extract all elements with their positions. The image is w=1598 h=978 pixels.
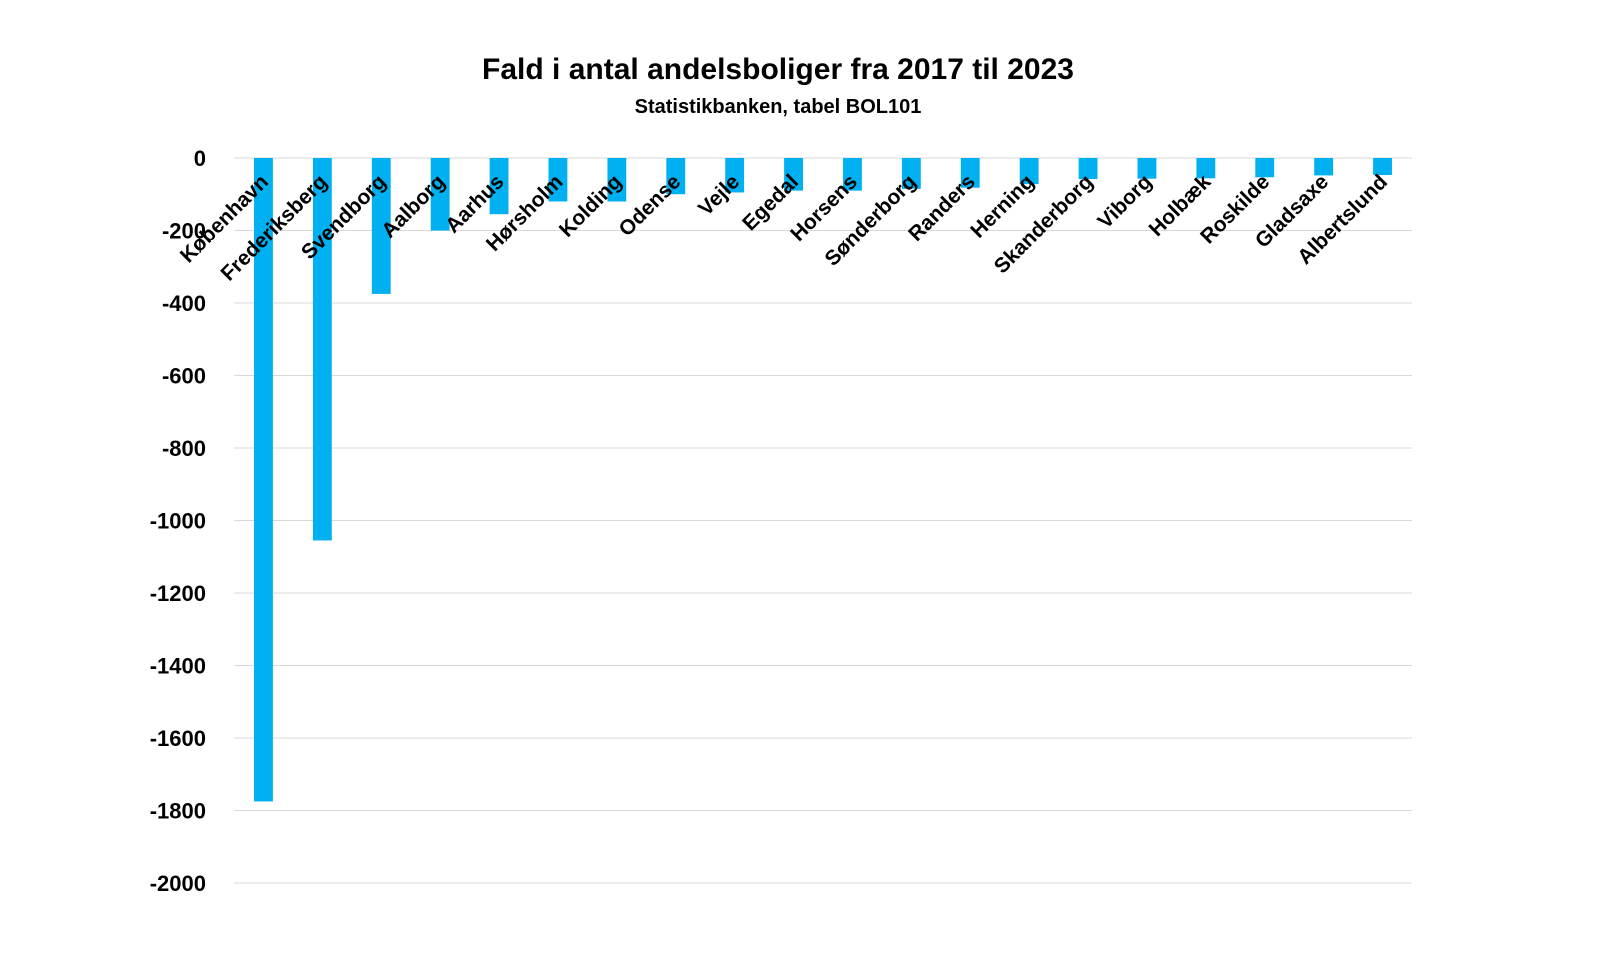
bar xyxy=(784,158,803,191)
y-tick-label: -600 xyxy=(162,364,206,389)
x-axis-labels: KøbenhavnFrederiksbergSvendborgAalborgAa… xyxy=(176,170,1392,286)
bar xyxy=(1255,158,1275,178)
y-tick-label: -1400 xyxy=(150,654,206,679)
bar xyxy=(1078,158,1098,180)
y-tick-label: -1200 xyxy=(150,581,206,606)
bar xyxy=(312,158,332,541)
bar xyxy=(1137,158,1157,179)
gridlines xyxy=(234,157,1412,884)
bar xyxy=(254,158,273,802)
y-tick-label: -1000 xyxy=(150,509,206,534)
y-tick-label: -1600 xyxy=(150,726,206,751)
bar xyxy=(1314,158,1334,176)
chart-subtitle: Statistikbanken, tabel BOL101 xyxy=(635,96,922,118)
bar xyxy=(607,158,627,202)
bar xyxy=(901,158,921,189)
y-tick-label: -800 xyxy=(162,436,206,461)
bar xyxy=(430,158,450,231)
bar xyxy=(489,158,509,215)
bar xyxy=(725,158,745,193)
bar xyxy=(371,158,391,294)
y-tick-label: -200 xyxy=(162,219,206,244)
y-axis-ticks: 0 -200 -400 -600 -800 -1000 -1200 -1400 -1600 -18… xyxy=(150,146,206,896)
y-tick-label: 0 xyxy=(194,146,206,171)
bar xyxy=(666,158,686,195)
chart-title: Fald i antal andelsboliger fra 2017 til … xyxy=(482,53,1074,86)
bar xyxy=(960,158,980,188)
bar xyxy=(548,158,568,202)
y-tick-label: -2000 xyxy=(150,871,206,896)
bar xyxy=(1196,158,1216,179)
y-tick-label: -400 xyxy=(162,291,206,316)
bar xyxy=(843,158,862,191)
bar xyxy=(1373,158,1392,176)
y-tick-label: -1800 xyxy=(150,799,206,824)
bars xyxy=(254,158,1392,802)
bar xyxy=(1019,158,1039,185)
